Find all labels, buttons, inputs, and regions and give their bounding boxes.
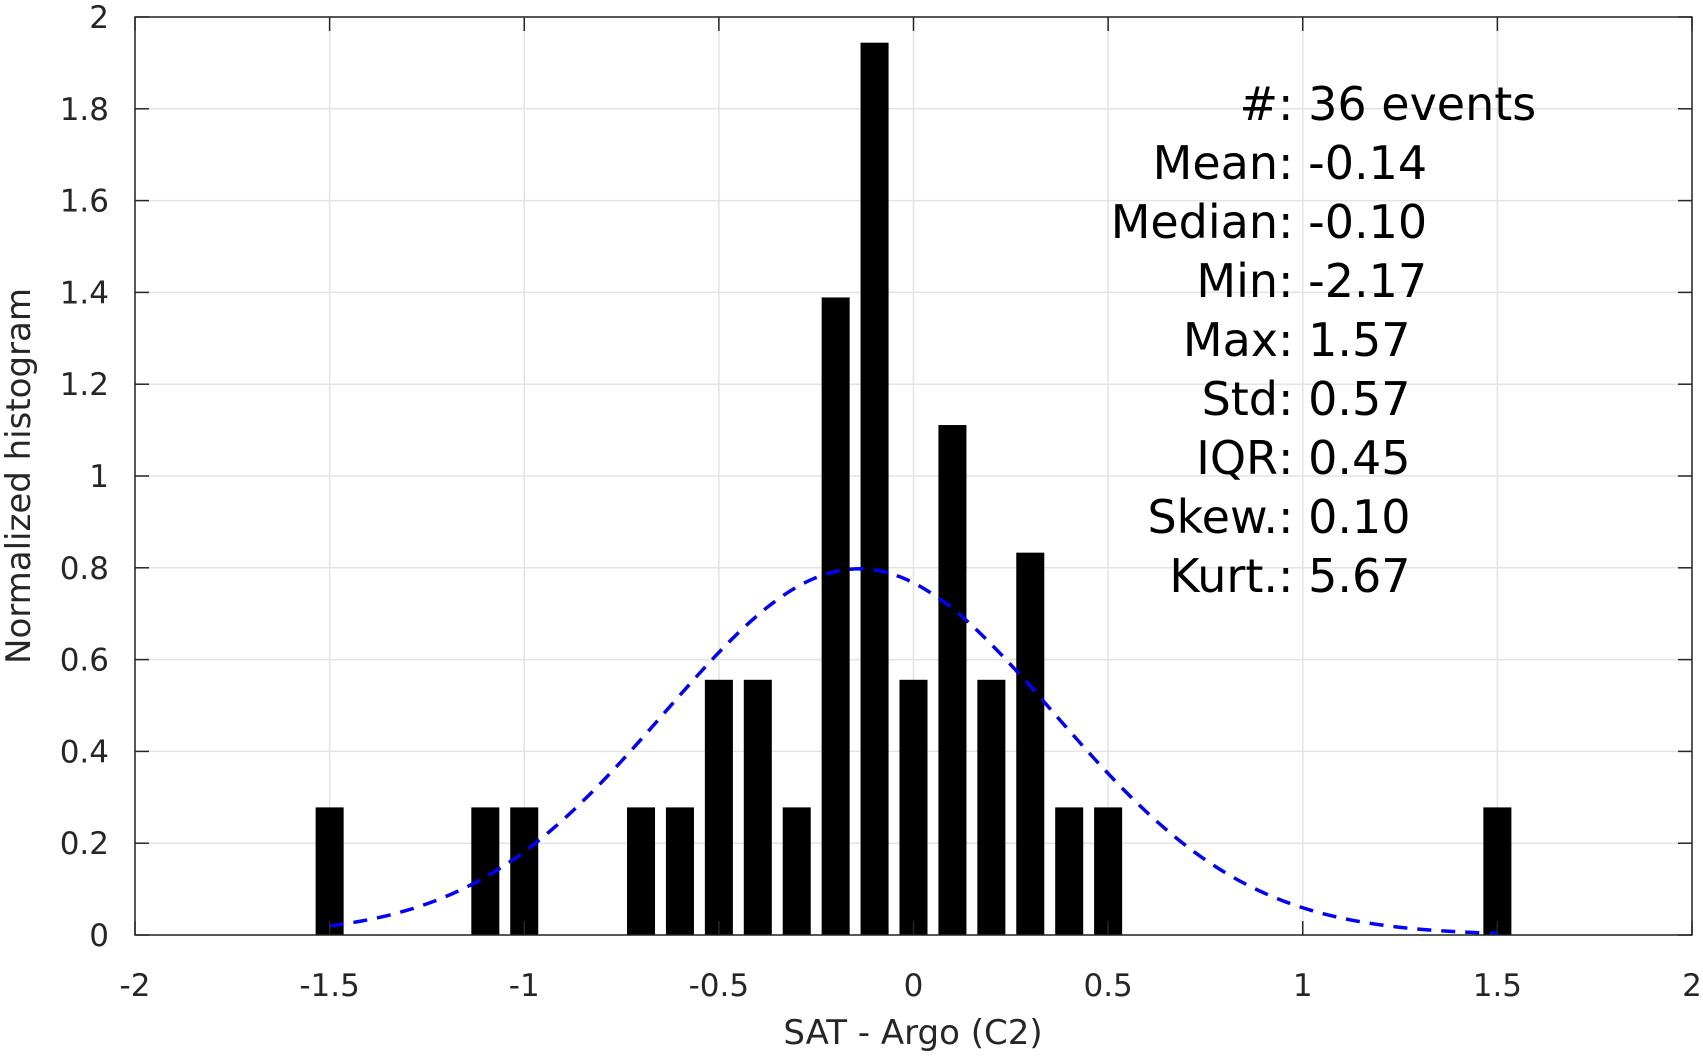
stat-label: Min xyxy=(1196,254,1278,308)
stat-label: Std xyxy=(1202,372,1278,426)
histogram-bar xyxy=(782,807,811,935)
histogram-bar xyxy=(938,425,967,935)
y-tick-label: 0.2 xyxy=(60,826,109,862)
y-tick-label: 0.6 xyxy=(60,643,109,679)
histogram-bars xyxy=(315,42,1512,936)
y-tick-label: 0 xyxy=(89,918,109,954)
stat-value: : 1.57 xyxy=(1278,313,1411,367)
stat-value: : 0.10 xyxy=(1278,490,1411,544)
y-tick-label: 1.4 xyxy=(60,275,109,311)
histogram-bar xyxy=(704,679,733,935)
histogram-bar xyxy=(821,297,850,936)
normal-fit-curve xyxy=(329,567,1498,936)
y-tick-label: 1 xyxy=(89,459,109,495)
x-tick-label: 1 xyxy=(1293,968,1313,1004)
x-tick-label: -1 xyxy=(509,968,540,1004)
y-tick-label: 0.4 xyxy=(60,734,109,770)
histogram-bar xyxy=(627,807,656,935)
stat-label: # xyxy=(1239,77,1278,131)
stat-label: Max xyxy=(1183,313,1278,367)
y-tick-label: 1.2 xyxy=(60,367,109,403)
y-tick-labels: 0 0.2 0.4 0.6 0.8 1 1.2 1.4 1.6 1.8 2 xyxy=(60,0,109,954)
stat-label: Median xyxy=(1111,195,1278,249)
stat-label: Skew. xyxy=(1147,490,1278,544)
x-tick-label: 0.5 xyxy=(1083,968,1132,1004)
stat-value: : -0.10 xyxy=(1278,195,1427,249)
y-tick-label: 0.8 xyxy=(60,551,109,587)
histogram-bar xyxy=(1094,807,1123,935)
stat-value: : -2.17 xyxy=(1278,254,1427,308)
y-axis-label: Normalized histogram xyxy=(0,288,39,664)
histogram-bar xyxy=(1055,807,1084,935)
histogram-bar xyxy=(743,679,772,935)
y-tick-label: 1.8 xyxy=(60,92,109,128)
stat-label: Kurt. xyxy=(1169,549,1278,603)
stat-value: : 5.67 xyxy=(1278,549,1411,603)
stat-value: : 36 events xyxy=(1278,77,1536,131)
histogram-bar xyxy=(1016,552,1045,935)
stat-value: : 0.45 xyxy=(1278,431,1411,485)
histogram-bar xyxy=(510,807,539,935)
stat-label: IQR xyxy=(1196,431,1278,485)
x-tick-label: 2 xyxy=(1682,968,1702,1004)
y-tick-label: 1.6 xyxy=(60,184,109,220)
x-tick-label: -2 xyxy=(120,968,151,1004)
x-axis-label: SAT - Argo (C2) xyxy=(783,1013,1042,1053)
stat-label: Mean xyxy=(1153,136,1278,190)
x-tick-label: 0 xyxy=(904,968,924,1004)
stat-value: : 0.57 xyxy=(1278,372,1411,426)
histogram-bar xyxy=(665,807,694,935)
x-tick-label: -1.5 xyxy=(299,968,360,1004)
axis-ticks xyxy=(134,16,1693,936)
stat-value: : -0.14 xyxy=(1278,136,1427,190)
histogram-bar xyxy=(899,679,928,935)
x-tick-label: 1.5 xyxy=(1473,968,1522,1004)
x-tick-labels: -2 -1.5 -1 -0.5 0 0.5 1 1.5 2 xyxy=(120,968,1702,1004)
histogram-bar xyxy=(977,679,1006,935)
y-tick-label: 2 xyxy=(89,0,109,36)
histogram-bar xyxy=(860,42,889,936)
histogram-bar xyxy=(315,807,344,935)
histogram-bar xyxy=(1483,807,1512,935)
x-tick-label: -0.5 xyxy=(689,968,750,1004)
grid-lines xyxy=(134,16,1693,936)
